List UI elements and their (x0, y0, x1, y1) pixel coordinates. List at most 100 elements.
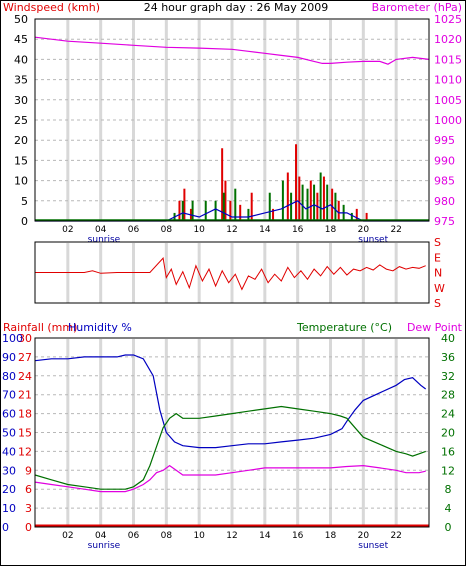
hour-gridline-4 (99, 20, 103, 221)
direction-tick: N (434, 267, 442, 280)
sunset-label-top: sunset (358, 235, 388, 245)
barometer-tick: 1025 (434, 13, 462, 26)
x-tick-label: 04 (95, 225, 107, 235)
x-tick-label: 14 (259, 225, 271, 235)
x-tick-label: 06 (128, 225, 140, 235)
rainfall-tick: 9 (25, 464, 32, 477)
humidity-tick: 10 (2, 502, 16, 515)
direction-line (35, 257, 426, 291)
x-tick-label: 08 (161, 225, 173, 235)
x-tick-label: 02 (62, 225, 73, 235)
hour-gridline-14 (263, 243, 267, 303)
x-tick-label: 20 (358, 531, 370, 541)
humidity-tick: 60 (2, 408, 16, 421)
windspeed-tick: 35 (14, 74, 28, 87)
windspeed-tick: 40 (14, 53, 28, 66)
x-tick-label: 22 (390, 225, 401, 235)
direction-tick: S (434, 297, 441, 310)
x-tick-label: 06 (128, 531, 140, 541)
wind-grid (35, 20, 429, 221)
barometer-tick: 1015 (434, 53, 462, 66)
hour-gridline-12 (230, 243, 234, 303)
temperature-tick: 0 (445, 521, 452, 534)
temp-humidity-panel: Rainfall (mm) Humidity % Temperature (°C… (2, 321, 463, 551)
hour-gridline-18 (329, 243, 332, 303)
hour-gridline-4 (99, 339, 103, 527)
barometer-tick: 990 (434, 154, 455, 167)
barometer-tick: 1020 (434, 33, 462, 46)
temp-lines (34, 354, 429, 527)
hour-gridline-16 (296, 20, 300, 221)
temperature-tick: 40 (441, 332, 455, 345)
rainfall-tick-labels: 0 3 6 9 12 15 18 21 24 27 30 (18, 332, 32, 534)
barometer-tick: 1005 (434, 94, 462, 107)
x-tick-label: 22 (390, 531, 401, 541)
temperature-line (34, 405, 426, 490)
x-tick-label: 18 (325, 531, 337, 541)
humidity-axis-label: Humidity % (68, 321, 132, 334)
rainfall-tick: 24 (18, 370, 32, 383)
rainfall-tick: 27 (18, 351, 32, 364)
dew-point-line (34, 464, 426, 493)
dewpoint-axis-label: Dew Point (407, 321, 463, 334)
humidity-line (34, 354, 427, 449)
rainfall-tick: 3 (25, 502, 32, 515)
x-tick-label: 18 (325, 225, 337, 235)
sunset-label-bottom: sunset (358, 541, 388, 551)
windspeed-tick-labels: 0 5 10 15 20 25 30 35 40 45 50 (14, 13, 28, 228)
wind-x-tick-labels: 02 04 06 08 10 12 14 16 18 20 22 (62, 225, 402, 235)
barometer-tick: 980 (434, 195, 455, 208)
chart-title: 24 hour graph day : 26 May 2009 (144, 1, 329, 14)
humidity-tick: 90 (2, 351, 16, 364)
hour-gridline-8 (164, 20, 168, 221)
direction-tick: S (434, 236, 441, 249)
x-tick-label: 14 (259, 531, 271, 541)
barometer-tick: 995 (434, 134, 455, 147)
direction-tick: W (434, 282, 445, 295)
temperature-tick: 12 (441, 464, 455, 477)
barometer-tick: 1010 (434, 74, 462, 87)
x-tick-label: 20 (358, 225, 370, 235)
x-tick-label: 16 (292, 225, 304, 235)
direction-plot-frame (34, 241, 430, 304)
temperature-tick: 20 (441, 427, 455, 440)
windspeed-tick: 45 (14, 33, 28, 46)
hour-gridline-16 (296, 339, 300, 527)
rainfall-tick: 30 (18, 332, 32, 345)
hour-gridline-12 (230, 20, 234, 221)
temp-x-tick-labels: 02 04 06 08 10 12 14 16 18 20 22 (62, 531, 402, 541)
windspeed-tick: 20 (14, 134, 28, 147)
hour-gridline-20 (361, 20, 365, 221)
rainfall-tick: 12 (18, 445, 32, 458)
humidity-tick: 80 (2, 370, 16, 383)
windspeed-tick: 30 (14, 94, 28, 107)
humidity-tick: 0 (2, 521, 9, 534)
windspeed-tick: 5 (21, 195, 28, 208)
barometer-tick: 1000 (434, 114, 462, 127)
humidity-tick-labels: 0 10 20 30 40 50 60 70 80 90 100 (2, 332, 23, 534)
x-tick-label: 12 (226, 225, 237, 235)
wind-line (35, 200, 429, 222)
wind-bars (173, 144, 368, 221)
rainfall-axis-label: Rainfall (mm) (3, 321, 77, 334)
temperature-tick: 32 (441, 370, 455, 383)
barometer-line (34, 36, 430, 65)
humidity-tick: 100 (2, 332, 23, 345)
temperature-tick: 36 (441, 351, 455, 364)
temp-plot-frame (34, 337, 430, 528)
windspeed-tick: 25 (14, 114, 28, 127)
x-tick-label: 04 (95, 531, 107, 541)
x-tick-label: 10 (193, 531, 205, 541)
wind-barometer-panel: Windspeed (kmh) 24 hour graph day : 26 M… (3, 1, 462, 245)
barometer-axis-label: Barometer (hPa) (372, 1, 462, 14)
hour-gridline-20 (361, 243, 365, 303)
temperature-tick: 4 (445, 502, 452, 515)
x-tick-label: 12 (226, 531, 237, 541)
hour-gridline-20 (361, 339, 365, 527)
hour-gridline-8 (164, 243, 168, 303)
hour-gridline-22 (394, 243, 398, 303)
wind-lines (34, 36, 430, 222)
barometer-tick-labels: 975 980 985 990 995 1000 1005 1010 1015 1020 1025 (434, 13, 462, 228)
